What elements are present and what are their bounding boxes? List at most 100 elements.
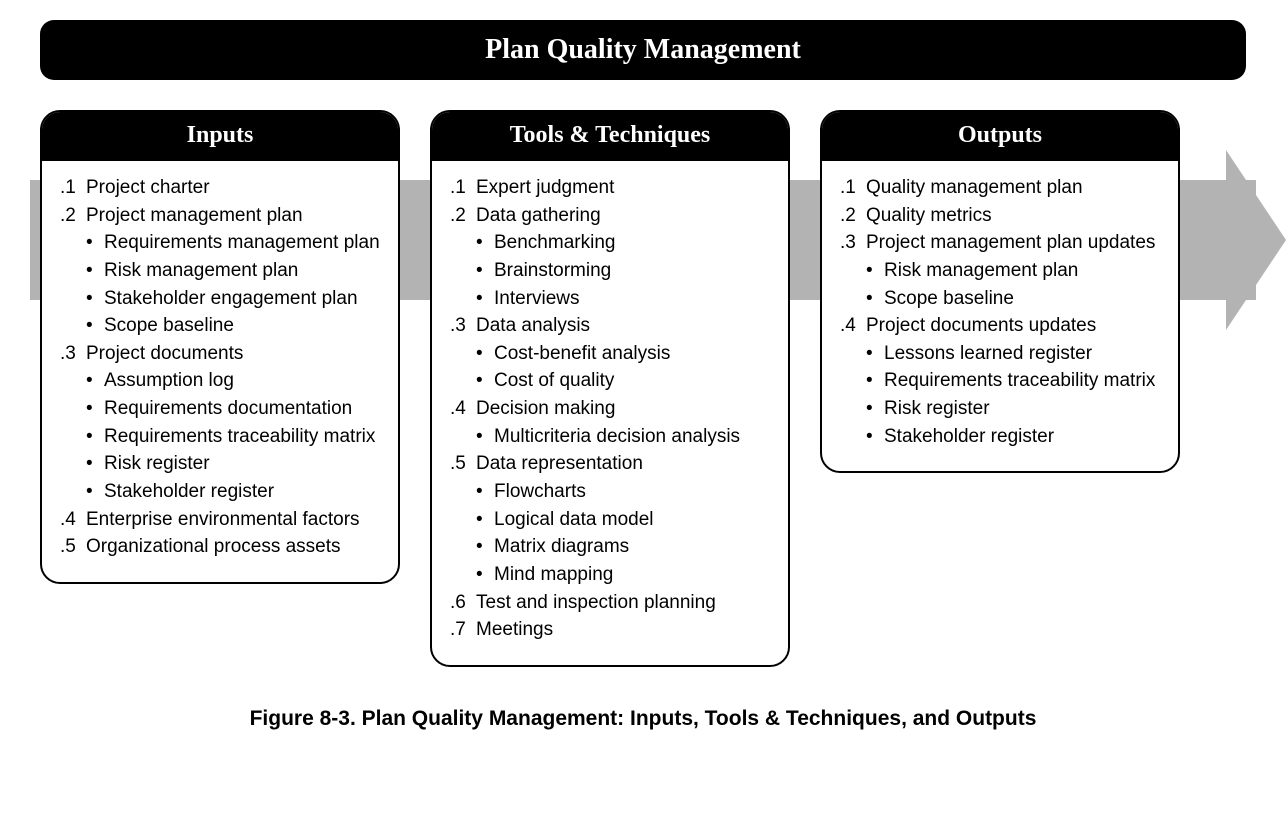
item-label: Enterprise environmental factors [86,507,380,533]
list-item: .3Project management plan updates [840,230,1160,256]
sublist: •Flowcharts •Logical data model •Matrix … [476,479,770,588]
flow-container: Inputs .1Project charter .2Project manag… [30,110,1256,667]
list-item: .2Quality metrics [840,203,1160,229]
sublist: •Multicriteria decision analysis [476,424,770,450]
bullet-icon: • [476,286,494,312]
bullet-icon: • [86,424,104,450]
list-item: .4Decision making [450,396,770,422]
sub-item: •Cost-benefit analysis [476,341,770,367]
sub-item: •Logical data model [476,507,770,533]
sublist: •Cost-benefit analysis •Cost of quality [476,341,770,394]
bullet-icon: • [476,368,494,394]
sub-item: •Requirements documentation [86,396,380,422]
outputs-body: .1Quality management plan .2Quality metr… [822,161,1178,471]
inputs-column: Inputs .1Project charter .2Project manag… [40,110,400,584]
bullet-icon: • [866,286,884,312]
sub-item: •Stakeholder register [866,424,1160,450]
list-item: .1Project charter [60,175,380,201]
sublist: •Risk management plan •Scope baseline [866,258,1160,311]
sub-item: •Risk management plan [866,258,1160,284]
list-item: .3Project documents [60,341,380,367]
item-label: Test and inspection planning [476,590,770,616]
item-number: .1 [840,175,866,201]
sub-label: Requirements traceability matrix [884,368,1155,394]
list-item: .5Organizational process assets [60,534,380,560]
bullet-icon: • [476,562,494,588]
item-number: .4 [840,313,866,339]
item-number: .2 [840,203,866,229]
list-item: .6Test and inspection planning [450,590,770,616]
bullet-icon: • [476,341,494,367]
item-label: Project charter [86,175,380,201]
sub-label: Risk management plan [104,258,298,284]
sub-item: •Stakeholder engagement plan [86,286,380,312]
bullet-icon: • [866,396,884,422]
inputs-header: Inputs [42,112,398,161]
sub-label: Assumption log [104,368,234,394]
bullet-icon: • [86,368,104,394]
item-label: Organizational process assets [86,534,380,560]
bullet-icon: • [86,230,104,256]
sub-label: Risk register [884,396,990,422]
sub-label: Risk management plan [884,258,1078,284]
list-item: .7Meetings [450,617,770,643]
tools-body: .1Expert judgment .2Data gathering •Benc… [432,161,788,665]
bullet-icon: • [476,258,494,284]
sub-item: •Assumption log [86,368,380,394]
sub-item: •Stakeholder register [86,479,380,505]
sub-label: Matrix diagrams [494,534,629,560]
bullet-icon: • [86,451,104,477]
item-number: .3 [450,313,476,339]
bullet-icon: • [476,424,494,450]
item-label: Quality metrics [866,203,1160,229]
sub-label: Stakeholder register [104,479,274,505]
bullet-icon: • [476,507,494,533]
sub-item: •Cost of quality [476,368,770,394]
sub-item: •Risk register [86,451,380,477]
sub-label: Requirements documentation [104,396,352,422]
item-number: .2 [60,203,86,229]
sub-item: •Risk register [866,396,1160,422]
sublist: •Assumption log •Requirements documentat… [86,368,380,504]
sub-item: •Risk management plan [86,258,380,284]
item-label: Decision making [476,396,770,422]
sub-item: •Brainstorming [476,258,770,284]
sub-item: •Multicriteria decision analysis [476,424,770,450]
item-number: .6 [450,590,476,616]
sub-item: •Scope baseline [866,286,1160,312]
item-label: Expert judgment [476,175,770,201]
sub-label: Risk register [104,451,210,477]
list-item: .5Data representation [450,451,770,477]
item-number: .4 [450,396,476,422]
item-label: Data representation [476,451,770,477]
sub-label: Multicriteria decision analysis [494,424,740,450]
bullet-icon: • [86,479,104,505]
sub-label: Requirements traceability matrix [104,424,375,450]
bullet-icon: • [866,368,884,394]
item-label: Quality management plan [866,175,1160,201]
sub-label: Cost-benefit analysis [494,341,670,367]
sublist: •Benchmarking •Brainstorming •Interviews [476,230,770,311]
bullet-icon: • [86,396,104,422]
item-label: Meetings [476,617,770,643]
item-label: Project management plan [86,203,380,229]
bullet-icon: • [866,424,884,450]
sub-item: •Lessons learned register [866,341,1160,367]
list-item: .1Expert judgment [450,175,770,201]
outputs-header: Outputs [822,112,1178,161]
bullet-icon: • [86,313,104,339]
sub-label: Scope baseline [104,313,234,339]
list-item: .2Project management plan [60,203,380,229]
item-number: .5 [450,451,476,477]
sub-label: Requirements management plan [104,230,380,256]
bullet-icon: • [86,286,104,312]
item-number: .4 [60,507,86,533]
tools-column: Tools & Techniques .1Expert judgment .2D… [430,110,790,667]
outputs-column: Outputs .1Quality management plan .2Qual… [820,110,1180,473]
sub-item: •Scope baseline [86,313,380,339]
sub-item: •Interviews [476,286,770,312]
bullet-icon: • [476,230,494,256]
bullet-icon: • [476,534,494,560]
columns-row: Inputs .1Project charter .2Project manag… [30,110,1256,667]
sub-label: Cost of quality [494,368,614,394]
